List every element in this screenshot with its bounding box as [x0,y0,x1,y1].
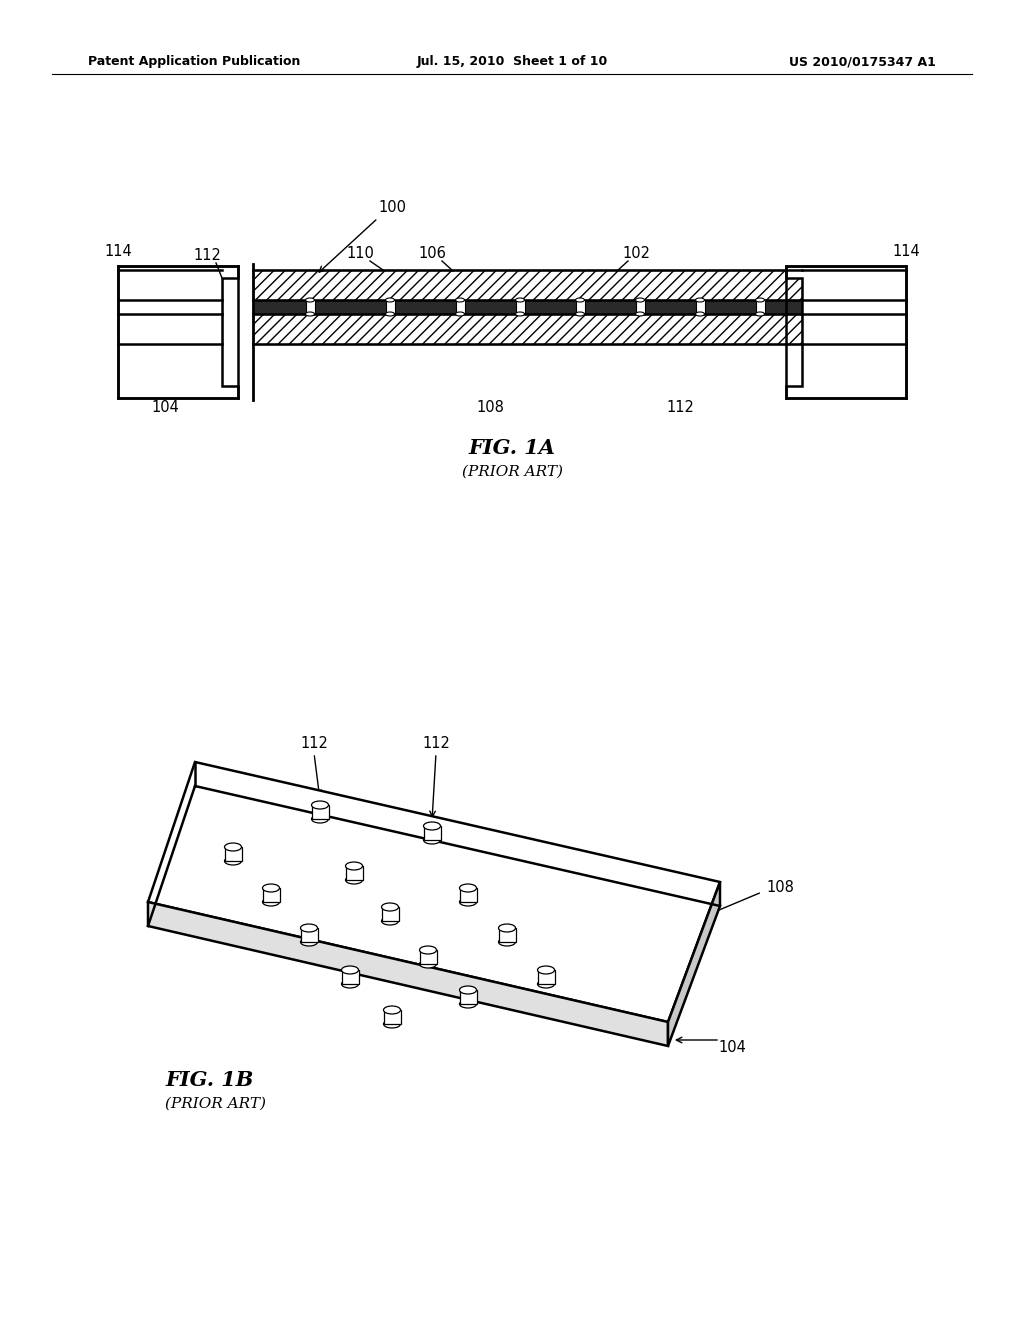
Ellipse shape [538,979,555,987]
Ellipse shape [460,884,476,892]
Text: 114: 114 [892,244,920,260]
Ellipse shape [382,903,398,911]
Ellipse shape [456,312,465,315]
Bar [224,847,242,861]
Bar [253,314,802,345]
Text: 108: 108 [766,880,794,895]
Ellipse shape [224,857,242,865]
Text: 110: 110 [346,246,374,260]
Ellipse shape [305,312,314,315]
Ellipse shape [756,298,765,302]
Ellipse shape [311,801,329,809]
Bar [460,990,476,1005]
Text: Jul. 15, 2010  Sheet 1 of 10: Jul. 15, 2010 Sheet 1 of 10 [417,55,607,69]
Text: 100: 100 [378,201,406,215]
Ellipse shape [424,822,440,830]
Bar [802,314,906,345]
Ellipse shape [756,312,765,315]
Polygon shape [668,882,720,1045]
Ellipse shape [262,884,280,892]
Bar [305,300,314,314]
Ellipse shape [384,1020,400,1028]
Ellipse shape [311,814,329,822]
Bar [456,300,465,314]
Ellipse shape [515,298,524,302]
Ellipse shape [420,960,436,968]
Bar [756,300,765,314]
Ellipse shape [460,986,476,994]
Bar [253,271,802,300]
Text: 112: 112 [194,248,221,263]
Bar [499,928,515,942]
Ellipse shape [636,298,644,302]
Bar [384,1010,400,1024]
Text: (PRIOR ART): (PRIOR ART) [165,1097,266,1111]
Bar [385,300,394,314]
Ellipse shape [345,876,362,884]
Bar [538,970,555,983]
Bar [695,300,705,314]
Ellipse shape [538,966,555,974]
Bar [311,805,329,818]
Ellipse shape [341,966,358,974]
Bar [575,300,585,314]
Bar [420,950,436,964]
Text: (PRIOR ART): (PRIOR ART) [462,465,562,479]
Ellipse shape [424,836,440,843]
Polygon shape [118,267,238,399]
Ellipse shape [499,939,515,946]
Ellipse shape [262,898,280,906]
Bar [424,826,440,840]
Bar [118,314,222,345]
Ellipse shape [460,898,476,906]
Text: FIG. 1A: FIG. 1A [469,438,555,458]
Ellipse shape [300,939,317,946]
Bar [262,888,280,902]
Ellipse shape [341,979,358,987]
Text: 112: 112 [300,735,328,751]
Text: 106: 106 [418,246,445,260]
Ellipse shape [515,312,524,315]
Ellipse shape [382,917,398,925]
Text: 104: 104 [718,1040,745,1056]
Ellipse shape [695,312,705,315]
Polygon shape [786,267,906,399]
Bar [300,928,317,942]
Bar [515,300,524,314]
Text: FIG. 1B: FIG. 1B [165,1071,253,1090]
Ellipse shape [575,312,585,315]
Text: Patent Application Publication: Patent Application Publication [88,55,300,69]
Text: US 2010/0175347 A1: US 2010/0175347 A1 [790,55,936,69]
Text: 114: 114 [104,244,132,260]
Ellipse shape [305,298,314,302]
Bar [382,907,398,921]
Polygon shape [148,902,668,1045]
Ellipse shape [385,298,394,302]
Bar [802,271,906,300]
Ellipse shape [420,946,436,954]
Ellipse shape [224,843,242,851]
Text: 102: 102 [622,246,650,260]
Bar [118,271,222,300]
Bar [341,970,358,983]
Bar [460,888,476,902]
Text: 104: 104 [152,400,179,414]
Ellipse shape [345,862,362,870]
Ellipse shape [385,312,394,315]
Text: 112: 112 [422,735,450,751]
Ellipse shape [456,298,465,302]
Bar [345,866,362,880]
Ellipse shape [695,298,705,302]
Polygon shape [148,762,720,1022]
Ellipse shape [499,924,515,932]
Bar [636,300,644,314]
Ellipse shape [300,924,317,932]
Text: 112: 112 [666,400,694,414]
Ellipse shape [636,312,644,315]
Text: 108: 108 [476,400,504,414]
Ellipse shape [384,1006,400,1014]
Ellipse shape [460,1001,476,1008]
Ellipse shape [575,298,585,302]
